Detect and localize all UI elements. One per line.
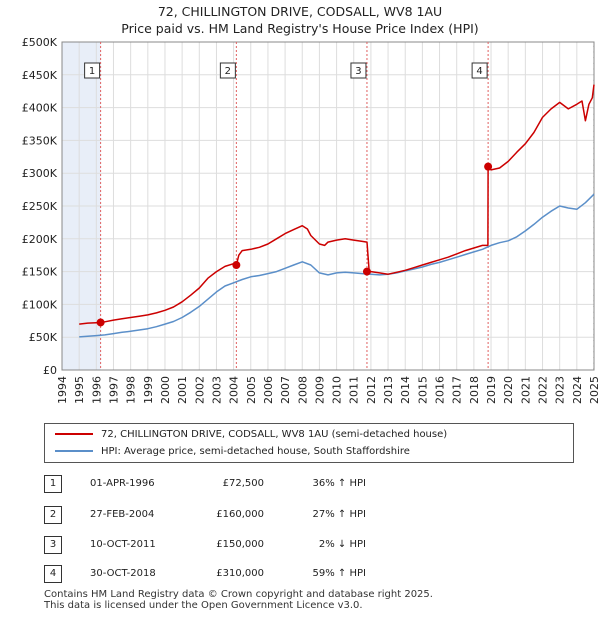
y-tick-label: £50K bbox=[29, 331, 58, 344]
legend-label-property: 72, CHILLINGTON DRIVE, CODSALL, WV8 1AU … bbox=[101, 429, 448, 440]
sale-point bbox=[484, 162, 493, 171]
x-tick-label: 2020 bbox=[502, 376, 515, 404]
transaction-number: 1 bbox=[44, 475, 62, 493]
transaction-date: 27-FEB-2004 bbox=[90, 509, 155, 520]
transaction-marker-label: 3 bbox=[355, 66, 361, 77]
y-tick-label: £200K bbox=[22, 233, 58, 246]
sale-point bbox=[96, 318, 105, 327]
transaction-date: 10-OCT-2011 bbox=[90, 539, 156, 550]
table-row: 4 30-OCT-2018 £310,000 59% ↑ HPI bbox=[44, 565, 584, 583]
transaction-number: 4 bbox=[44, 565, 62, 583]
x-tick-label: 1999 bbox=[142, 376, 155, 404]
y-tick-label: £150K bbox=[22, 266, 58, 279]
x-tick-label: 1996 bbox=[90, 376, 103, 404]
x-tick-label: 1997 bbox=[107, 376, 120, 404]
transaction-price: £150,000 bbox=[216, 539, 264, 550]
x-tick-label: 2010 bbox=[331, 376, 344, 404]
x-tick-label: 2015 bbox=[416, 376, 429, 404]
table-row: 1 01-APR-1996 £72,500 36% ↑ HPI bbox=[44, 475, 584, 493]
x-tick-label: 2001 bbox=[176, 376, 189, 404]
x-tick-label: 2012 bbox=[365, 376, 378, 404]
legend-item-hpi: HPI: Average price, semi-detached house,… bbox=[55, 444, 410, 460]
legend-swatch-property bbox=[55, 433, 93, 435]
y-tick-label: £350K bbox=[22, 134, 58, 147]
x-tick-label: 2007 bbox=[279, 376, 292, 404]
transaction-hpi: 2% ↓ HPI bbox=[318, 539, 366, 550]
footer-licence: This data is licensed under the Open Gov… bbox=[44, 600, 363, 611]
y-tick-label: £300K bbox=[22, 167, 58, 180]
chart-title: 72, CHILLINGTON DRIVE, CODSALL, WV8 1AU … bbox=[0, 3, 600, 37]
x-tick-label: 2002 bbox=[193, 376, 206, 404]
sale-point bbox=[232, 261, 241, 270]
transaction-marker-label: 1 bbox=[89, 66, 95, 77]
x-tick-label: 2022 bbox=[537, 376, 550, 404]
y-tick-label: £250K bbox=[22, 200, 58, 213]
transaction-price: £310,000 bbox=[216, 568, 264, 579]
x-tick-label: 1998 bbox=[125, 376, 138, 404]
y-tick-label: £400K bbox=[22, 102, 58, 115]
title-line-2: Price paid vs. HM Land Registry's House … bbox=[121, 21, 479, 36]
transaction-marker-box bbox=[219, 62, 236, 79]
sale-point bbox=[362, 267, 371, 276]
footer: Contains HM Land Registry data © Crown c… bbox=[44, 589, 433, 611]
x-tick-label: 2005 bbox=[245, 376, 258, 404]
transaction-price: £72,500 bbox=[222, 478, 264, 489]
x-tick-label: 2018 bbox=[468, 376, 481, 404]
transaction-date: 01-APR-1996 bbox=[90, 478, 155, 489]
x-tick-label: 2004 bbox=[228, 376, 241, 404]
transaction-marker-box bbox=[84, 62, 101, 79]
x-tick-label: 1994 bbox=[56, 376, 69, 404]
x-tick-label: 2019 bbox=[485, 376, 498, 404]
transaction-marker-label: 2 bbox=[225, 66, 231, 77]
x-tick-label: 2003 bbox=[210, 376, 223, 404]
legend-swatch-hpi bbox=[55, 450, 93, 452]
transaction-marker-box bbox=[471, 62, 488, 79]
legend-label-hpi: HPI: Average price, semi-detached house,… bbox=[101, 446, 410, 457]
table-row: 3 10-OCT-2011 £150,000 2% ↓ HPI bbox=[44, 536, 584, 554]
x-tick-label: 2006 bbox=[262, 376, 275, 404]
y-tick-label: £100K bbox=[22, 298, 58, 311]
plot-border bbox=[61, 41, 595, 371]
x-tick-label: 2025 bbox=[588, 376, 600, 404]
transaction-number: 2 bbox=[44, 506, 62, 524]
x-tick-label: 1995 bbox=[73, 376, 86, 404]
table-row: 2 27-FEB-2004 £160,000 27% ↑ HPI bbox=[44, 506, 584, 524]
x-tick-label: 2014 bbox=[399, 376, 412, 404]
property-series-line bbox=[79, 84, 595, 325]
transaction-marker-label: 4 bbox=[476, 66, 482, 77]
x-tick-label: 2011 bbox=[348, 376, 361, 404]
x-tick-label: 2008 bbox=[296, 376, 309, 404]
x-tick-label: 2023 bbox=[554, 376, 567, 404]
x-tick-label: 2009 bbox=[313, 376, 326, 404]
x-tick-label: 2016 bbox=[434, 376, 447, 404]
y-tick-label: £450K bbox=[22, 69, 58, 82]
x-tick-label: 2013 bbox=[382, 376, 395, 404]
transaction-hpi: 27% ↑ HPI bbox=[312, 509, 366, 520]
transaction-marker-box bbox=[350, 62, 367, 79]
legend-item-property: 72, CHILLINGTON DRIVE, CODSALL, WV8 1AU … bbox=[55, 427, 447, 443]
title-line-1: 72, CHILLINGTON DRIVE, CODSALL, WV8 1AU bbox=[157, 4, 443, 19]
x-tick-label: 2017 bbox=[451, 376, 464, 404]
x-tick-label: 2021 bbox=[519, 376, 532, 404]
transaction-hpi: 59% ↑ HPI bbox=[312, 568, 366, 579]
x-tick-label: 2024 bbox=[571, 376, 584, 404]
transaction-number: 3 bbox=[44, 536, 62, 554]
price-chart: £0 £50K £100K £150K £200K £250K £300K £350K £400… bbox=[22, 36, 600, 404]
transaction-date: 30-OCT-2018 bbox=[90, 568, 156, 579]
hpi-series-line bbox=[79, 193, 595, 338]
x-tick-label: 2000 bbox=[159, 376, 172, 404]
transaction-hpi: 36% ↑ HPI bbox=[312, 478, 366, 489]
y-tick-label: £500K bbox=[22, 36, 58, 49]
y-tick-label: £0 bbox=[43, 364, 57, 377]
legend: 72, CHILLINGTON DRIVE, CODSALL, WV8 1AU … bbox=[44, 423, 574, 463]
footer-copyright: Contains HM Land Registry data © Crown c… bbox=[44, 589, 433, 600]
transaction-price: £160,000 bbox=[216, 509, 264, 520]
